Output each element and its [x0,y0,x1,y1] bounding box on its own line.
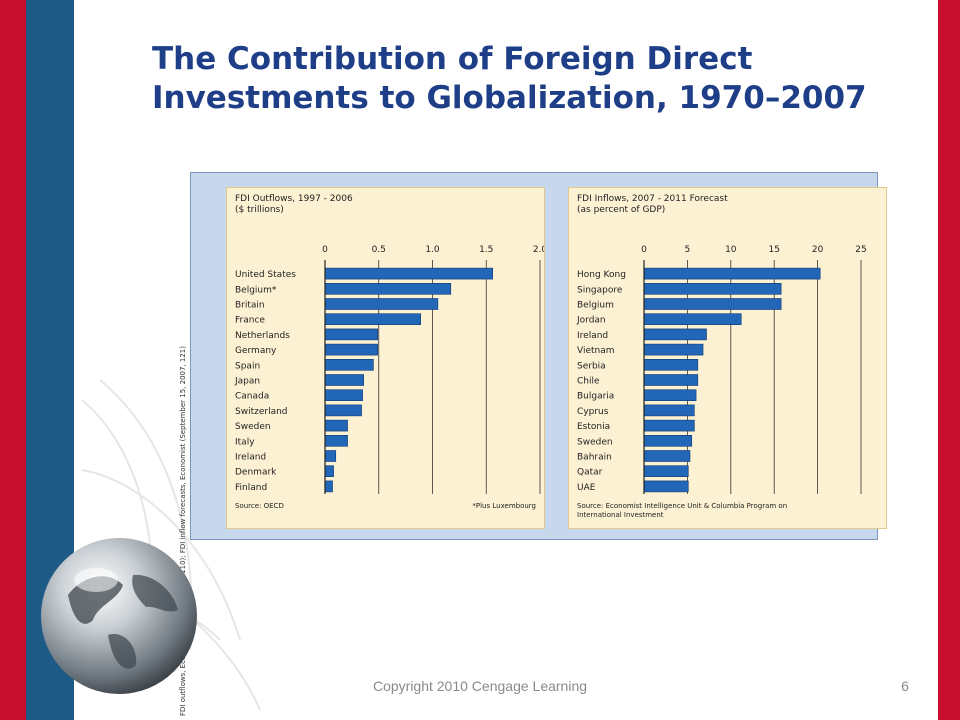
category-label: Serbia [577,361,606,371]
x-tick-label: 15 [768,245,779,255]
chart-source: Source: Economist Intelligence Unit & Co… [577,502,788,519]
bar [324,374,365,386]
category-label: Sweden [235,422,271,432]
bar [324,343,378,356]
bar [324,389,363,401]
globe-icon [41,538,197,694]
category-label: Finland [235,483,267,493]
x-tick-label: 0 [322,245,328,255]
x-tick-label: 10 [725,245,737,255]
x-tick-label: 0.5 [372,245,386,255]
bar [324,435,348,447]
category-label: France [235,316,265,326]
chart-subtitle: ($ trillions) [235,205,284,215]
bar [643,374,699,386]
bar [324,465,334,478]
category-label: Cyprus [577,407,609,417]
bar [643,465,689,478]
bar [643,283,782,295]
bar [643,343,704,356]
right-red-stripe [938,0,960,720]
category-label: Belgium [577,301,614,311]
category-label: Chile [577,377,600,387]
chart-fdi-outflows: FDI Outflows, 1997 - 2006 ($ trillions) … [226,187,545,529]
chart-plot: 0 0.5 1.0 1.5 2.0 United States Belgium* Britai… [234,245,544,494]
copyright-footer: Copyright 2010 Cengage Learning [372,678,588,694]
category-label: Bulgaria [577,392,614,402]
bar [324,450,337,462]
category-label: Italy [235,437,255,447]
category-label: Spain [235,361,260,371]
category-label: Switzerland [235,407,288,417]
bar [643,267,821,280]
category-label: Britain [235,301,265,311]
bar [643,359,699,371]
bar [643,404,695,417]
bar [324,267,493,280]
bar [324,313,421,325]
category-label: Hong Kong [577,270,626,280]
x-tick-label: 2.0 [533,245,544,255]
slide-title: The Contribution of Foreign Direct Inves… [152,41,867,116]
bar [324,419,348,432]
chart-panel: FDI Outflows, 1997 - 2006 ($ trillions) … [190,172,887,540]
chart-plot: 0 5 10 15 20 25 Hong Kong Singapore Belgium Jorda… [576,245,867,494]
category-label: Japan [234,377,260,387]
bar [643,389,697,401]
category-label: Germany [235,346,277,356]
left-red-stripe [0,0,26,720]
category-label: Belgium* [235,285,277,295]
category-label: Bahrain [577,453,612,463]
chart-note: *Plus Luxembourg [472,502,536,510]
bar [324,359,374,371]
category-label: Netherlands [235,331,290,341]
bar [324,298,439,310]
category-label: Ireland [235,453,266,463]
category-label: Qatar [577,468,603,478]
x-tick-label: 5 [685,245,691,255]
x-tick-label: 1.5 [479,245,493,255]
category-label: Estonia [577,422,610,432]
x-tick-label: 0 [641,245,647,255]
chart-title: FDI Outflows, 1997 - 2006 [235,194,353,204]
chart-source: Source: OECD [235,502,284,510]
bar [643,298,782,310]
category-label: Jordan [576,316,606,326]
x-tick-label: 1.0 [425,245,440,255]
bar [643,450,691,462]
category-label: UAE [577,483,596,493]
bar [643,435,693,447]
x-tick-label: 20 [812,245,824,255]
bar [324,404,362,417]
category-label: Singapore [577,285,623,295]
category-label: Canada [235,392,269,402]
bar [643,313,742,325]
bar [643,419,695,432]
category-label: United States [235,270,296,280]
x-tick-label: 25 [855,245,866,255]
bar [643,480,689,493]
chart-subtitle: (as percent of GDP) [577,205,666,215]
bar [324,480,333,493]
category-label: Denmark [235,468,277,478]
category-label: Ireland [577,331,608,341]
figure: FDI outflows, Economist (June 30, 2007, … [172,170,887,716]
chart-fdi-inflows: FDI Inflows, 2007 - 2011 Forecast (as pe… [568,187,887,529]
category-label: Sweden [577,437,613,447]
chart-title: FDI Inflows, 2007 - 2011 Forecast [577,194,728,204]
slide-number: 6 [901,678,909,694]
bar [643,328,707,341]
bar [324,328,378,341]
category-label: Vietnam [577,346,615,356]
bar [324,283,452,295]
